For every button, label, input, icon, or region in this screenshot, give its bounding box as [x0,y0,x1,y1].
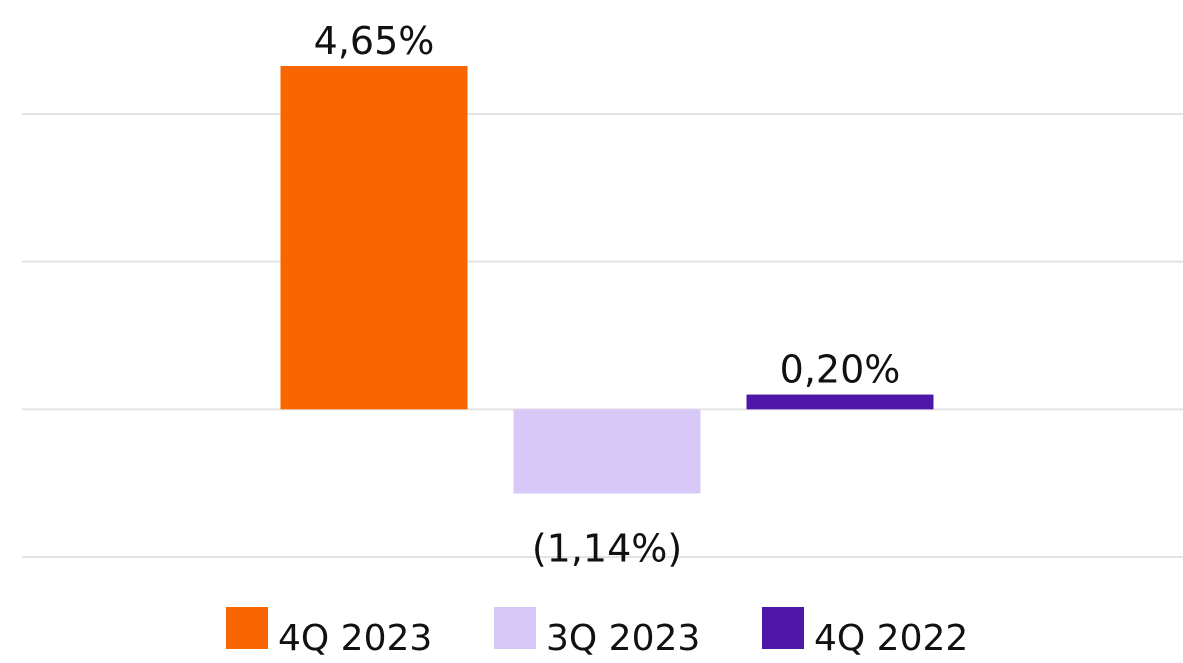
bar [746,394,934,410]
legend-label: 4Q 2022 [814,618,968,659]
legend-swatch [226,607,268,649]
legend-swatch [762,607,804,649]
data-label: (1,14%) [532,527,682,571]
legend-label: 3Q 2023 [546,618,700,659]
legend-swatch [494,607,536,649]
bar [280,66,468,410]
data-label: 0,20% [780,348,901,392]
legend-label: 4Q 2023 [278,618,432,659]
data-label: 4,65% [314,19,435,63]
bar [513,409,701,494]
